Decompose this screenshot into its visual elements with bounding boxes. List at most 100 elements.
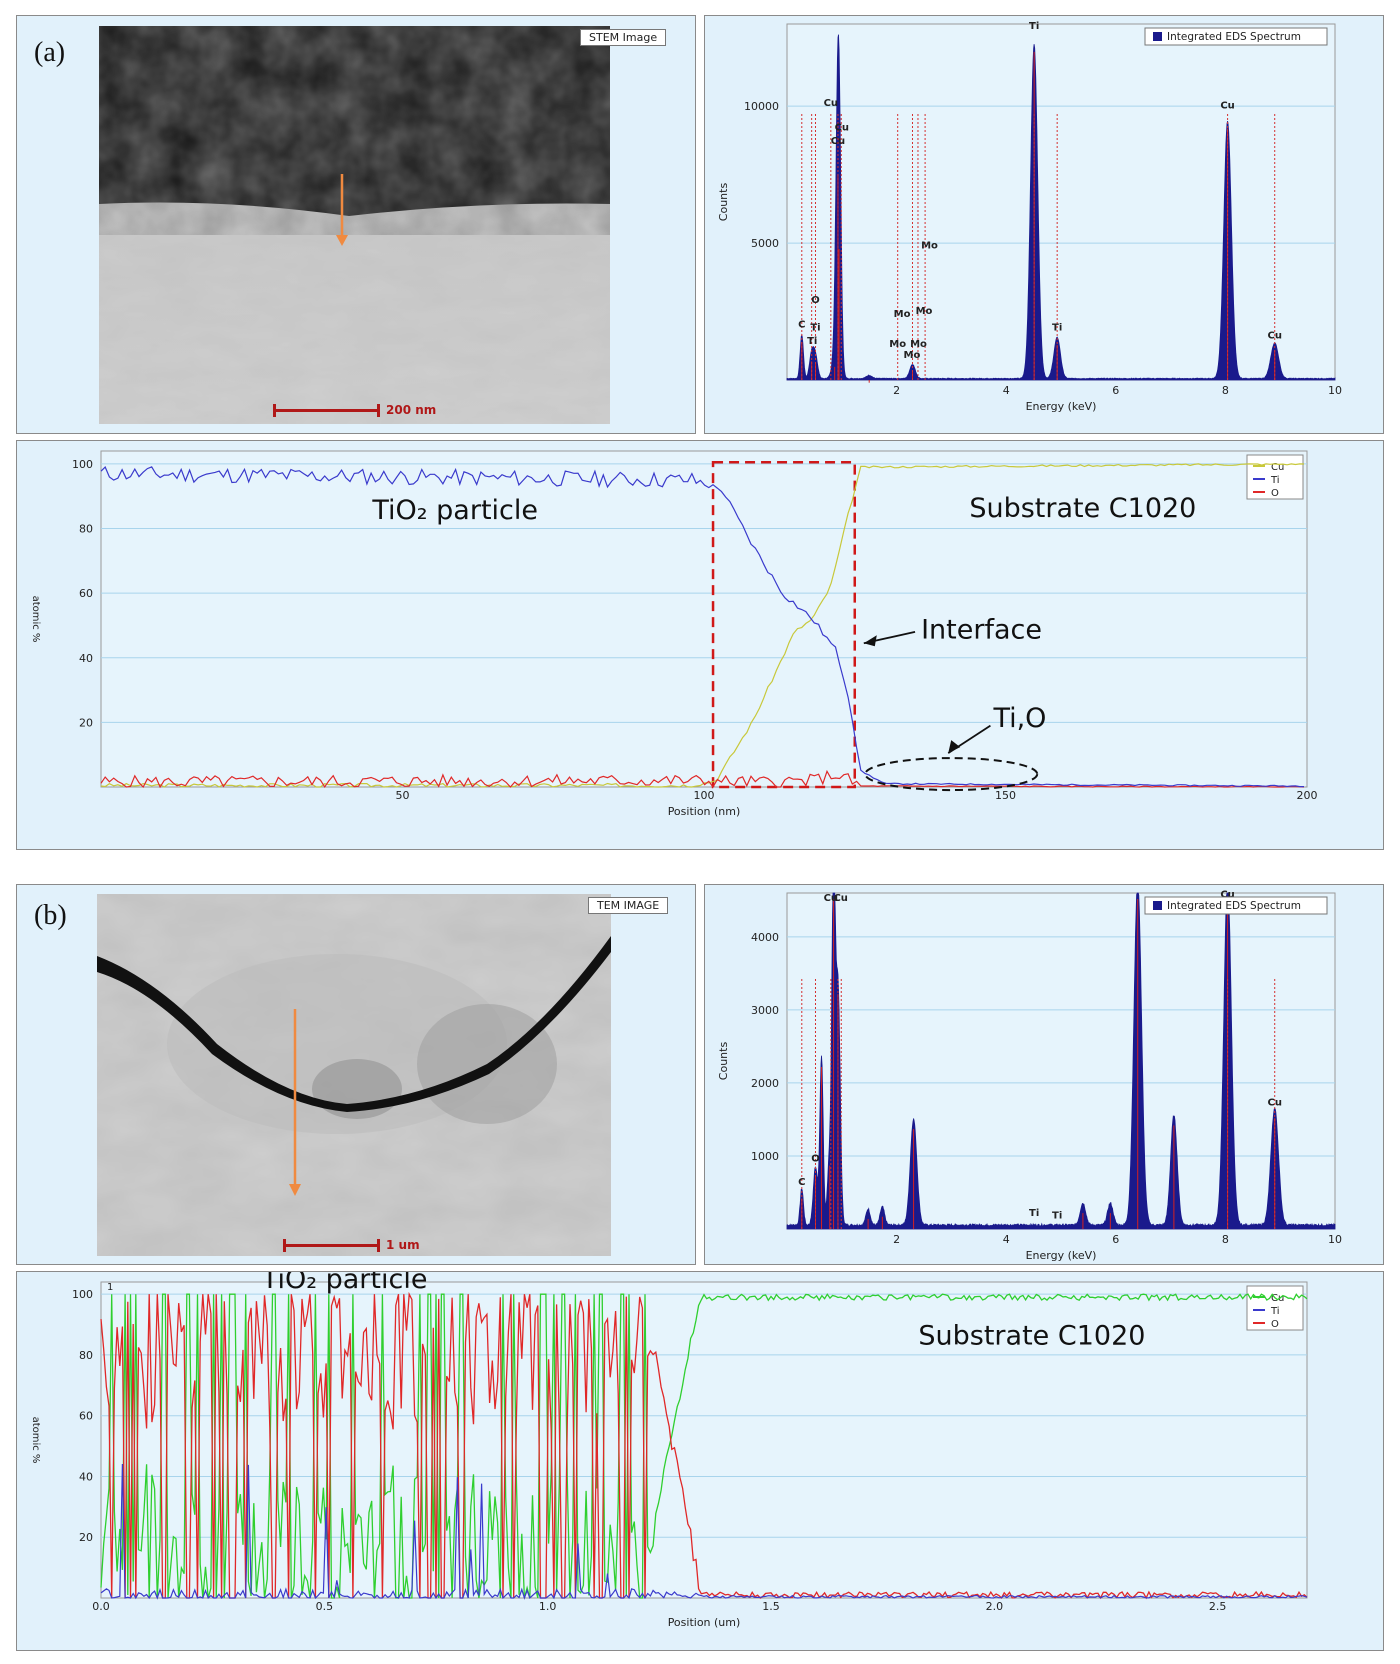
element-label: C [798,1177,805,1188]
element-label: Mo [910,339,927,350]
legend-label: Cu [1271,462,1284,473]
element-label: Ti [807,336,817,347]
y-tick-label: 100 [72,458,93,471]
element-label: Ti [810,322,820,333]
element-label: Cu [1267,331,1281,342]
element-label: Ti [1029,1208,1039,1219]
element-label: Cu [833,893,847,904]
x-tick-label: 2 [893,384,900,397]
x-tick-label: 1.5 [762,1600,780,1613]
x-tick-label: 2.0 [986,1600,1004,1613]
stem-micrograph-a [99,26,610,424]
element-label: Ti [1029,21,1039,32]
y-tick-label: 5000 [751,237,779,250]
eds-spectrum-chart-b: 1000 2000 3000 4000 2 4 6 8 10 Energy (keV) Counts… [717,889,1342,1262]
legend-label: Cu [1271,1293,1284,1304]
scale-bar [283,1239,380,1252]
interface-arrowhead [863,635,877,647]
element-label: Cu [1267,1097,1281,1108]
x-tick-label: 0.0 [92,1600,110,1613]
x-tick-label: 4 [1003,384,1010,397]
y-tick-label: 40 [79,1470,93,1483]
y-tick-label: 80 [79,1349,93,1362]
tem-micrograph-b [97,894,611,1256]
annotation-substrate: Substrate C1020 [969,493,1196,524]
element-label: Mo [921,240,938,251]
x-tick-label: 100 [694,789,715,802]
legend-label: O [1271,1319,1279,1330]
element-label: O [811,295,820,306]
x-tick-label: 6 [1112,384,1119,397]
legend-label: Ti [1270,475,1280,486]
x-tick-label: 4 [1003,1233,1010,1246]
x-tick-label: 200 [1297,789,1318,802]
y-axis-label: Counts [717,183,730,222]
annotation-tio2-particle: TiO₂ particle [371,495,538,526]
legend-swatch [1153,32,1162,41]
y-tick-label: 1000 [751,1150,779,1163]
y-tick-label: 3000 [751,1004,779,1017]
x-tick-label: 1.0 [539,1600,557,1613]
panel-label-b: (b) [34,900,67,931]
x-axis-label: Position (um) [668,1616,741,1629]
annotation-interface: Interface [921,614,1042,645]
legend-label: Integrated EDS Spectrum [1167,900,1301,912]
element-label: O [811,1154,820,1165]
linescan-legend: Cu Ti O [1246,1285,1304,1331]
y-tick-label: 60 [79,1410,93,1423]
legend-box [1144,896,1328,915]
tio-ellipse [864,757,1039,792]
image-type-tag: STEM Image [580,29,667,46]
tem-micrograph-graphic [97,894,611,1256]
tio-arrowhead [948,740,961,754]
x-axis-label: Energy (keV) [1026,1249,1097,1262]
series-ti [100,466,1304,788]
interface-box [711,461,856,789]
x-tick-label: 8 [1222,1233,1229,1246]
plot-corner-label: 1 [107,1282,113,1293]
x-tick-label: 6 [1112,1233,1119,1246]
element-label: Cu [835,123,849,134]
plot-area [100,1281,1308,1599]
element-label: Ti [1052,322,1062,333]
element-label: Mo [894,309,911,320]
y-axis-label: atomic % [30,1417,41,1464]
linescan-chart-b: 20 40 60 80 100 0.0 0.5 1.0 1.5 2.0 2.5 Position (u… [30,1272,1308,1629]
x-tick-label: 0.5 [316,1600,334,1613]
annotation-substrate: Substrate C1020 [918,1320,1145,1351]
element-label: Cu [824,893,838,904]
annotation-tio2-particle: TiO₂ particle [261,1272,428,1295]
x-tick-label: 10 [1328,1233,1342,1246]
legend-label: Ti [1270,1306,1280,1317]
legend-label: O [1271,488,1279,499]
legend-label: Integrated EDS Spectrum [1167,31,1301,43]
element-label: C [798,320,805,331]
element-label: Cu [824,98,838,109]
element-label: Cu [1220,889,1234,900]
linescan-legend: Cu Ti O [1246,454,1304,500]
spectrum-area [786,34,1336,381]
y-tick-label: 20 [79,1531,93,1544]
y-tick-label: 60 [79,587,93,600]
series-cu [100,463,1305,788]
y-axis-label: atomic % [30,596,41,643]
image-type-tag: TEM IMAGE [588,897,669,914]
y-axis-label: Counts [717,1042,730,1081]
plot-area [786,23,1336,381]
y-tick-label: 100 [72,1288,93,1301]
spectrum-area [786,892,1336,1230]
element-label: Cu [831,136,845,147]
element-label: Ti [1052,1211,1062,1222]
element-label: Mo [916,306,933,317]
x-tick-label: 50 [396,789,410,802]
spectrum-legend: Integrated EDS Spectrum [1144,27,1328,46]
plot-area [786,892,1336,1230]
plot-area [100,450,1308,788]
y-tick-label: 80 [79,523,93,536]
x-tick-label: 150 [995,789,1016,802]
y-tick-label: 10000 [744,100,779,113]
x-axis-label: Position (nm) [668,805,741,818]
linescan-chart-a: 20 40 60 80 100 50 100 150 200 Position (nm) atomi… [30,450,1318,818]
series-o [100,1291,1308,1600]
series-o [100,769,1305,789]
